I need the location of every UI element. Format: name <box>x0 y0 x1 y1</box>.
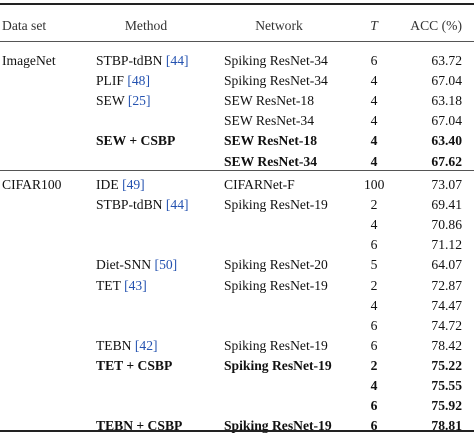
network-cell: Spiking ResNet-19 <box>224 337 328 353</box>
group-rule <box>0 170 474 171</box>
timesteps-cell: 6 <box>370 337 378 353</box>
accuracy-cell: 75.22 <box>431 357 462 373</box>
accuracy-cell: 63.18 <box>431 93 462 109</box>
method-name: PLIF <box>96 73 124 89</box>
method-name: SEW + CSBP <box>96 133 176 149</box>
timesteps-cell: 2 <box>370 197 378 213</box>
accuracy-cell: 70.86 <box>431 217 462 233</box>
accuracy-cell: 69.41 <box>431 197 462 213</box>
accuracy-cell: 75.92 <box>431 398 462 414</box>
timesteps-cell: 4 <box>370 217 378 233</box>
accuracy-cell: 63.72 <box>431 53 462 68</box>
network-cell: SEW ResNet-18 <box>224 93 314 109</box>
citation-link[interactable]: [42] <box>134 337 158 353</box>
header-dataset: Data set <box>2 18 47 33</box>
network-cell: Spiking ResNet-19 <box>224 197 328 213</box>
accuracy-cell: 64.07 <box>431 257 462 273</box>
header-t: T <box>370 18 378 33</box>
method-cell: STBP-tdBN [44] <box>96 195 189 215</box>
network-cell: SEW ResNet-34 <box>224 153 318 169</box>
method-cell: TEBN + CSBP <box>96 416 182 436</box>
network-cell: SEW ResNet-18 <box>224 133 318 149</box>
citation-link[interactable]: [49] <box>122 177 145 192</box>
timesteps-cell: 6 <box>370 398 378 414</box>
timesteps-cell: 4 <box>370 93 378 109</box>
header-method: Method <box>124 18 168 33</box>
network-cell: Spiking ResNet-19 <box>224 357 332 373</box>
citation-link[interactable]: [44] <box>165 53 189 68</box>
accuracy-cell: 63.40 <box>431 133 462 149</box>
timesteps-cell: 6 <box>370 237 378 253</box>
timesteps-cell: 4 <box>370 378 378 393</box>
method-name: TEBN + CSBP <box>96 418 183 434</box>
citation-link[interactable]: [44] <box>165 197 189 213</box>
timesteps-cell: 2 <box>370 277 378 293</box>
method-cell: TET + CSBP <box>96 356 172 376</box>
method-name: Diet-SNN <box>96 257 152 273</box>
method-name: SEW <box>96 93 125 109</box>
accuracy-cell: 74.72 <box>431 317 462 333</box>
method-name: IDE <box>96 177 119 192</box>
citation-link[interactable]: [43] <box>124 277 147 293</box>
header-rule <box>0 41 474 42</box>
header-network: Network <box>255 18 303 33</box>
accuracy-cell: 73.07 <box>431 177 462 192</box>
header-acc: ACC (%) <box>410 18 462 33</box>
method-cell: TEBN [42] <box>96 336 158 356</box>
network-cell: Spiking ResNet-19 <box>224 277 328 293</box>
network-cell: Spiking ResNet-34 <box>224 53 328 68</box>
network-cell: SEW ResNet-34 <box>224 113 314 129</box>
citation-link[interactable]: [25] <box>127 93 151 109</box>
timesteps-cell: 4 <box>370 73 378 89</box>
timesteps-cell: 5 <box>370 257 378 273</box>
bottom-rule <box>0 430 474 432</box>
method-cell: SEW + CSBP <box>96 131 175 151</box>
accuracy-cell: 67.62 <box>431 153 462 169</box>
method-name: STBP-tdBN <box>96 53 163 68</box>
timesteps-cell: 100 <box>364 177 385 192</box>
timesteps-cell: 2 <box>370 357 378 373</box>
timesteps-cell: 6 <box>370 418 378 434</box>
timesteps-cell: 6 <box>370 317 378 333</box>
timesteps-cell: 4 <box>370 133 378 149</box>
method-cell: STBP-tdBN [44] <box>96 51 189 71</box>
accuracy-cell: 78.81 <box>431 418 462 434</box>
method-cell: Diet-SNN [50] <box>96 255 177 275</box>
method-name: TEBN <box>96 337 132 353</box>
accuracy-cell: 67.04 <box>431 73 462 89</box>
timesteps-cell: 6 <box>370 53 378 68</box>
method-name: TET <box>96 277 121 293</box>
dataset-label: CIFAR100 <box>2 177 62 192</box>
network-cell: CIFARNet-F <box>224 177 295 192</box>
network-cell: Spiking ResNet-20 <box>224 257 328 273</box>
method-name: TET + CSBP <box>96 357 173 373</box>
citation-link[interactable]: [50] <box>154 257 178 273</box>
accuracy-cell: 72.87 <box>431 277 462 293</box>
network-cell: Spiking ResNet-19 <box>224 418 332 434</box>
accuracy-cell: 74.47 <box>431 297 462 313</box>
accuracy-cell: 67.04 <box>431 113 462 129</box>
method-cell: PLIF [48] <box>96 71 150 91</box>
top-rule <box>0 3 474 5</box>
dataset-label: ImageNet <box>2 53 56 68</box>
timesteps-cell: 4 <box>370 297 378 313</box>
method-name: STBP-tdBN <box>96 197 163 213</box>
network-cell: Spiking ResNet-34 <box>224 73 328 89</box>
timesteps-cell: 4 <box>370 113 378 129</box>
accuracy-cell: 71.12 <box>431 237 462 253</box>
accuracy-cell: 78.42 <box>431 337 462 353</box>
method-cell: IDE [49] <box>96 175 145 195</box>
method-cell: TET [43] <box>96 276 147 296</box>
timesteps-cell: 4 <box>370 153 378 169</box>
method-cell: SEW [25] <box>96 91 151 111</box>
accuracy-cell: 75.55 <box>431 378 462 393</box>
citation-link[interactable]: [48] <box>127 73 151 89</box>
